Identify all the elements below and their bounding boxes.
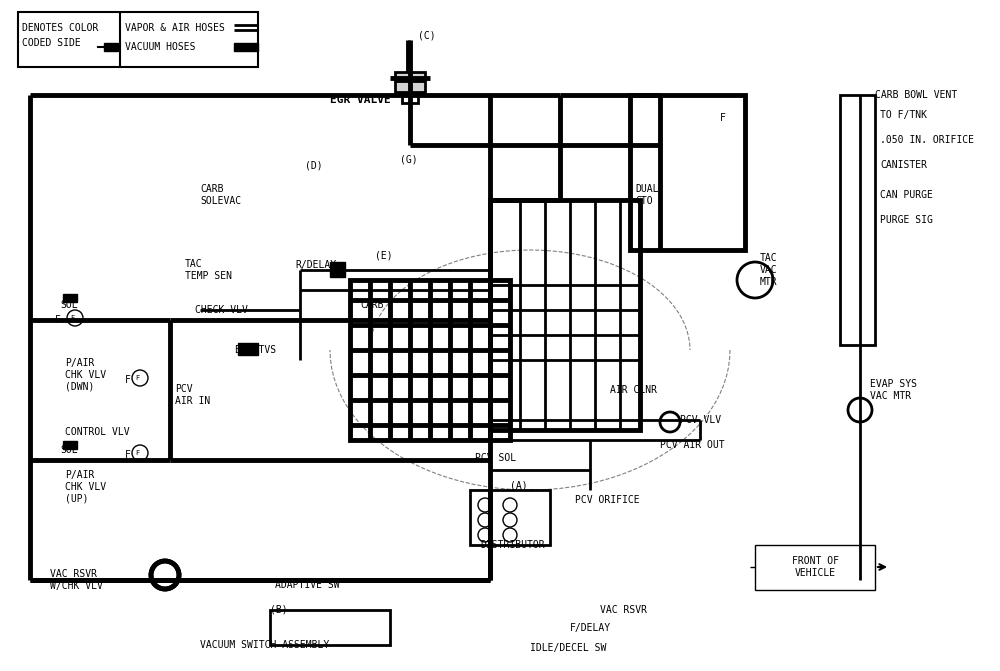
Text: VAC RSVR
W/CHK VLV: VAC RSVR W/CHK VLV: [50, 569, 103, 590]
Text: EVAP SYS
VAC MTR: EVAP SYS VAC MTR: [870, 379, 917, 401]
Text: F/DELAY: F/DELAY: [570, 623, 611, 633]
Text: (D): (D): [305, 160, 323, 170]
Text: .050 IN. ORIFICE: .050 IN. ORIFICE: [880, 135, 974, 145]
Bar: [63, 294, 77, 302]
Text: PURGE SIG: PURGE SIG: [880, 215, 933, 225]
Text: VAC RSVR: VAC RSVR: [600, 605, 647, 615]
Bar: [18, 12, 258, 67]
Text: TAC
TEMP SEN: TAC TEMP SEN: [185, 259, 232, 280]
Text: PCV AIR OUT: PCV AIR OUT: [660, 440, 725, 450]
Text: CONTROL VLV: CONTROL VLV: [65, 427, 130, 437]
Text: F: F: [70, 315, 74, 321]
Bar: [270, 610, 390, 645]
Text: F: F: [135, 450, 139, 456]
Text: SOL: SOL: [60, 445, 78, 455]
Bar: [330, 262, 345, 277]
Text: DENOTES COLOR: DENOTES COLOR: [22, 23, 98, 33]
Text: P/AIR
CHK VLV
(UP): P/AIR CHK VLV (UP): [65, 470, 106, 504]
Text: CANISTER: CANISTER: [880, 160, 927, 170]
Bar: [755, 545, 875, 590]
Text: (G): (G): [400, 155, 418, 165]
Text: VACUUM SWITCH ASSEMBLY: VACUUM SWITCH ASSEMBLY: [200, 640, 329, 650]
Text: TO F/TNK: TO F/TNK: [880, 110, 927, 120]
Text: FRONT OF
VEHICLE: FRONT OF VEHICLE: [792, 556, 838, 578]
Text: VAPOR & AIR HOSES: VAPOR & AIR HOSES: [125, 23, 225, 33]
Text: ADAPTIVE SW: ADAPTIVE SW: [275, 580, 340, 590]
Text: AIR CLNR: AIR CLNR: [610, 385, 657, 395]
Text: DISTRIBUTOR: DISTRIBUTOR: [480, 540, 545, 550]
Bar: [630, 95, 745, 250]
Bar: [63, 441, 77, 449]
Text: (B): (B): [270, 605, 288, 615]
Text: PCV VLV: PCV VLV: [680, 415, 721, 425]
Bar: [402, 88, 418, 103]
Text: PCV ORIFICE: PCV ORIFICE: [575, 495, 640, 505]
Bar: [395, 72, 425, 92]
Bar: [104, 43, 118, 51]
Text: VACUUM HOSES: VACUUM HOSES: [125, 42, 196, 52]
Text: F: F: [135, 375, 139, 381]
Text: (A): (A): [510, 480, 528, 490]
Text: CARB: CARB: [360, 300, 384, 310]
Bar: [840, 95, 875, 345]
Text: F: F: [55, 315, 61, 325]
Text: EGR VALVE: EGR VALVE: [330, 95, 391, 105]
Text: F: F: [720, 113, 726, 123]
Text: CARB BOWL VENT: CARB BOWL VENT: [875, 90, 957, 100]
Text: CODED SIDE: CODED SIDE: [22, 38, 81, 48]
Text: SOL: SOL: [60, 300, 78, 310]
Bar: [234, 43, 258, 51]
Text: CHECK VLV: CHECK VLV: [195, 305, 248, 315]
Text: F: F: [125, 450, 131, 460]
Bar: [470, 490, 550, 545]
Text: P/AIR
CHK VLV
(DWN): P/AIR CHK VLV (DWN): [65, 358, 106, 392]
Bar: [238, 343, 258, 355]
Text: PCV
AIR IN: PCV AIR IN: [175, 384, 210, 406]
Text: CAN PURGE: CAN PURGE: [880, 190, 933, 200]
Text: F: F: [125, 375, 131, 385]
Text: (E): (E): [375, 250, 393, 260]
Bar: [350, 280, 510, 440]
Text: R/DELAY: R/DELAY: [295, 260, 336, 270]
Bar: [490, 200, 640, 430]
Text: DUAL
CTO: DUAL CTO: [635, 185, 658, 206]
Text: PCV SOL: PCV SOL: [475, 453, 516, 463]
Text: CARB
SOLEVAC: CARB SOLEVAC: [200, 185, 241, 206]
Text: IDLE/DECEL SW: IDLE/DECEL SW: [530, 643, 606, 653]
Text: (C): (C): [418, 30, 436, 40]
Text: EGR TVS: EGR TVS: [235, 345, 276, 355]
Text: TAC
VAC
MTR: TAC VAC MTR: [760, 254, 778, 287]
